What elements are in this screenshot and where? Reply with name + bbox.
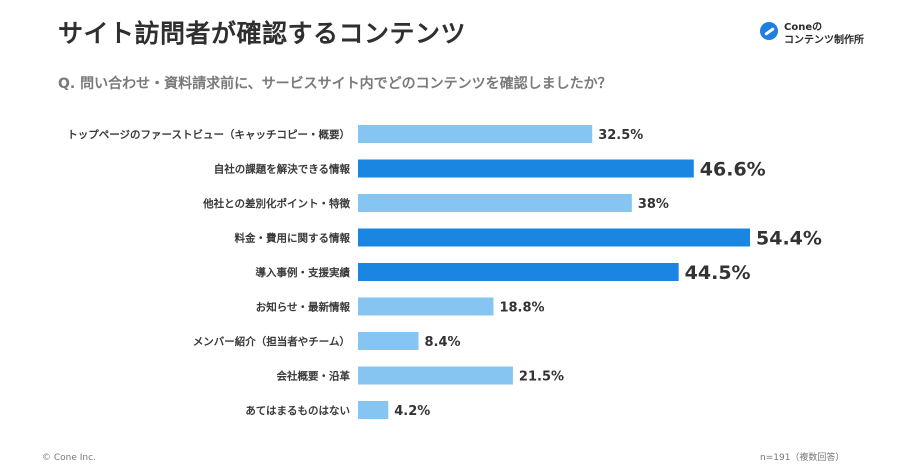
value-label: 18.8% — [499, 301, 544, 316]
logo-text-line1: Coneの — [784, 22, 823, 33]
bar — [358, 297, 494, 316]
bar — [358, 263, 679, 281]
category-label: トップページのファーストビュー（キャッチコピー・概要） — [67, 128, 350, 141]
copyright: © Cone Inc. — [42, 453, 96, 463]
survey-question: Q. 問い合わせ・資料請求前に、サービスサイト内でどのコンテンツを確認しましたか… — [58, 76, 612, 92]
bar — [358, 159, 694, 178]
bar — [358, 228, 750, 247]
brand-logo: Coneの コンテンツ制作所 — [760, 18, 870, 46]
bar — [358, 125, 593, 143]
value-label: 46.6% — [700, 159, 766, 181]
cone-logo-icon — [760, 22, 778, 40]
bar — [358, 401, 389, 419]
category-label: あてはまるものはない — [245, 404, 350, 417]
value-label: 44.5% — [685, 262, 751, 284]
sample-note: n=191（複数回答） — [760, 453, 845, 463]
category-label: 他社との差別化ポイント・特徴 — [202, 197, 350, 210]
value-label: 8.4% — [425, 335, 461, 350]
bar — [358, 332, 419, 350]
value-label: 54.4% — [756, 228, 822, 250]
bar — [358, 194, 632, 212]
category-label: メンバー紹介（担当者やチーム） — [193, 335, 350, 348]
value-label: 4.2% — [394, 404, 430, 419]
value-label: 21.5% — [519, 370, 564, 385]
value-label: 32.5% — [598, 128, 643, 143]
category-label: 導入事例・支援実績 — [256, 266, 351, 279]
category-label: 料金・費用に関する情報 — [235, 232, 351, 245]
bar — [358, 366, 513, 385]
value-label: 38% — [638, 197, 669, 212]
category-label: お知らせ・最新情報 — [256, 301, 351, 314]
category-label: 自社の課題を解決できる情報 — [214, 163, 351, 176]
logo-text-line2: コンテンツ制作所 — [784, 35, 864, 46]
chart-title: サイト訪問者が確認するコンテンツ — [58, 19, 467, 48]
category-label: 会社概要・沿革 — [277, 370, 351, 383]
